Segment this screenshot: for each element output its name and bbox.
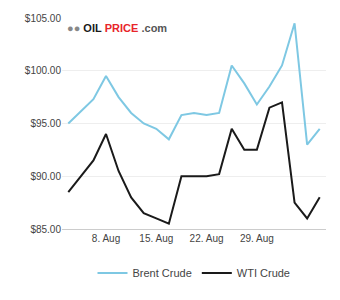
svg-text:22. Aug: 22. Aug — [190, 233, 224, 244]
svg-text:WTI Crude: WTI Crude — [237, 267, 290, 279]
svg-text:15. Aug: 15. Aug — [139, 233, 173, 244]
svg-text:Brent Crude: Brent Crude — [133, 267, 192, 279]
svg-text:8. Aug: 8. Aug — [92, 233, 120, 244]
svg-text:29. Aug: 29. Aug — [240, 233, 274, 244]
svg-text:$100.00: $100.00 — [25, 65, 62, 76]
svg-text:$105.00: $105.00 — [25, 13, 62, 24]
svg-text:$85.00: $85.00 — [30, 224, 61, 235]
svg-text:●● OIL PRICE .com: ●● OIL PRICE .com — [67, 22, 167, 34]
svg-text:$95.00: $95.00 — [30, 118, 61, 129]
svg-text:$90.00: $90.00 — [30, 171, 61, 182]
